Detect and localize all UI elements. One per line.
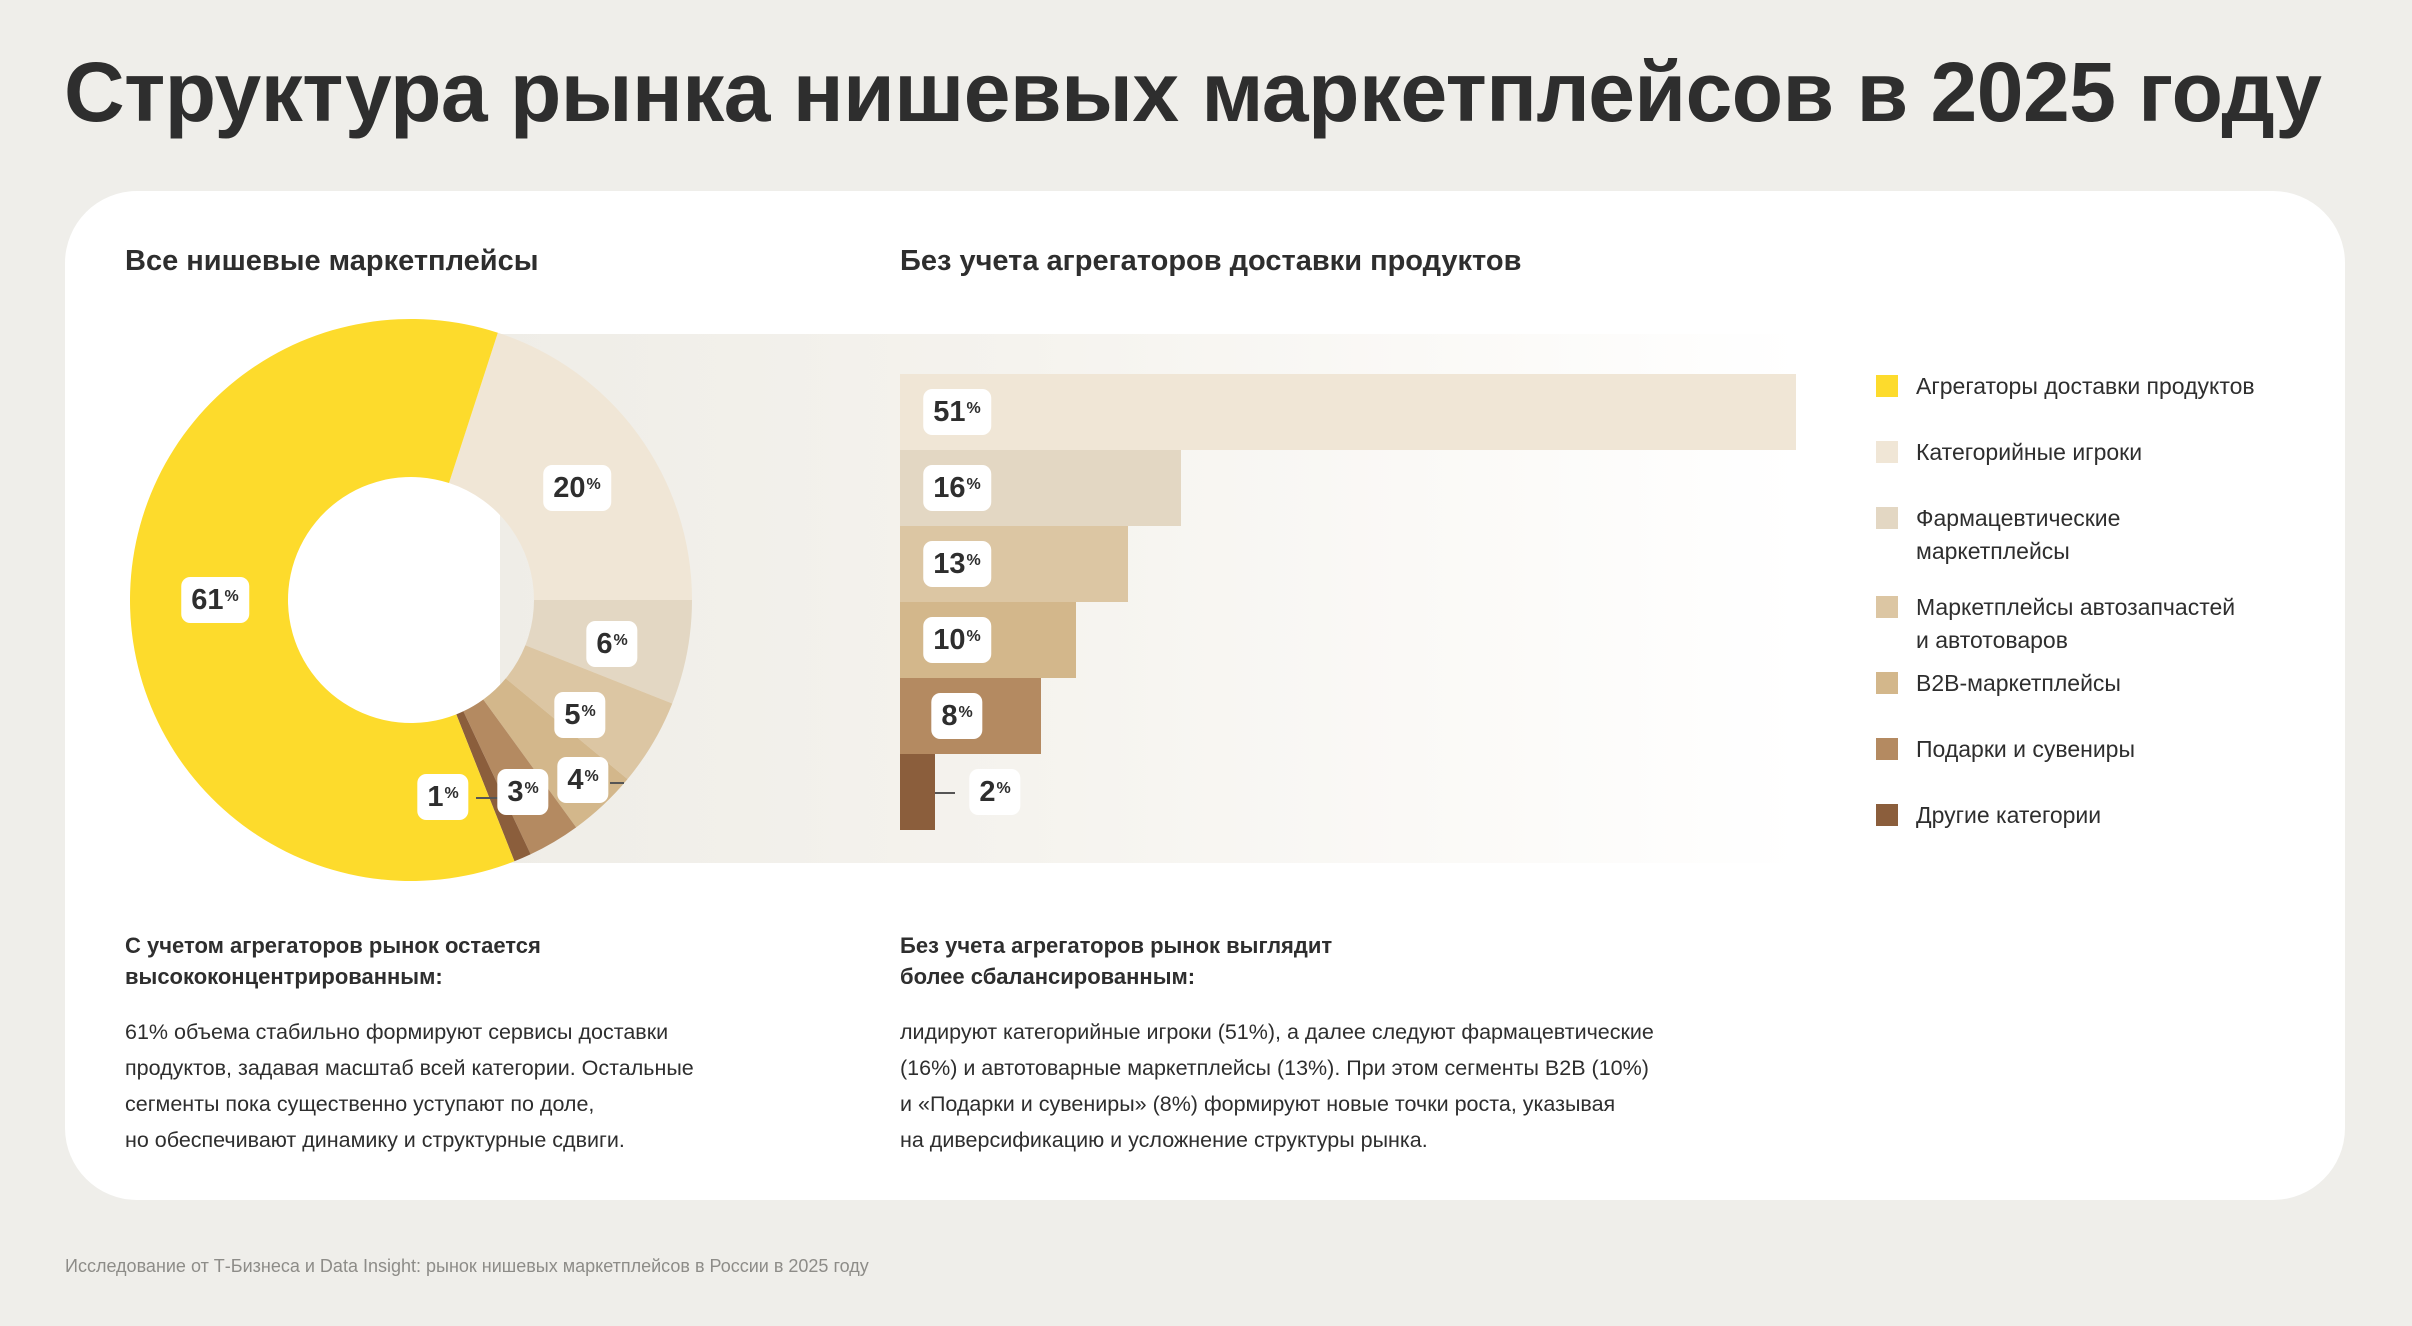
right-note-heading: Без учета агрегаторов рынок выглядит бол… — [900, 933, 1333, 989]
bar-data-label: 2% — [969, 769, 1021, 815]
leader-line — [476, 797, 500, 799]
leader-line — [610, 782, 624, 784]
legend-swatch — [1876, 507, 1898, 529]
data-label-unit: % — [966, 400, 981, 417]
donut-data-label: 3% — [497, 769, 549, 815]
legend-label: Другие категории — [1916, 802, 2102, 828]
data-label-value: 2 — [979, 775, 996, 808]
legend-label: Маркетплейсы автозапчастей и автотоваров — [1916, 594, 2236, 653]
data-label-unit: % — [224, 588, 239, 605]
data-label-value: 13 — [933, 547, 966, 580]
donut-subtitle: Все нишевые маркетплейсы — [125, 245, 539, 277]
legend-label: Фармацевтические маркетплейсы — [1916, 505, 2121, 564]
data-label-value: 3 — [507, 775, 524, 808]
donut-data-label: 6% — [586, 621, 638, 667]
data-label-value: 4 — [567, 763, 584, 796]
page-title: Структура рынка нишевых маркетплейсов в … — [64, 45, 2322, 139]
donut-data-label: 20% — [543, 465, 611, 511]
legend-label: Агрегаторы доставки продуктов — [1916, 373, 2255, 399]
legend-item: Маркетплейсы автозапчастей и автотоваров — [1876, 591, 2246, 657]
footer-source: Исследование от Т-Бизнеса и Data Insight… — [65, 1256, 869, 1276]
legend-swatch — [1876, 804, 1898, 826]
legend-item: Агрегаторы доставки продуктов — [1876, 370, 2255, 403]
bar — [900, 374, 1796, 450]
data-label-unit: % — [444, 785, 459, 802]
data-label-unit: % — [966, 628, 981, 645]
data-label-unit: % — [586, 476, 601, 493]
legend-item: B2B-маркетплейсы — [1876, 667, 2121, 700]
left-note-body: 61% объема стабильно формируют сервисы д… — [125, 1020, 694, 1152]
data-label-value: 61 — [191, 583, 224, 616]
data-label-unit: % — [966, 476, 981, 493]
donut-data-label: 61% — [181, 577, 249, 623]
legend-swatch — [1876, 672, 1898, 694]
bar-data-label: 51% — [923, 389, 991, 435]
data-label-value: 6 — [596, 627, 613, 660]
data-label-unit: % — [996, 780, 1011, 797]
leader-line — [935, 792, 955, 794]
left-note: С учетом агрегаторов рынок остается высо… — [125, 930, 925, 1158]
donut-data-label: 5% — [554, 692, 606, 738]
bar-data-label: 13% — [923, 541, 991, 587]
data-label-value: 5 — [564, 698, 581, 731]
legend-item: Другие категории — [1876, 799, 2101, 832]
donut-data-label: 4% — [557, 757, 609, 803]
bar-data-label: 10% — [923, 617, 991, 663]
legend-label: B2B-маркетплейсы — [1916, 670, 2121, 696]
legend-item: Фармацевтические маркетплейсы — [1876, 502, 2156, 568]
data-label-unit: % — [524, 780, 539, 797]
data-label-unit: % — [958, 704, 973, 721]
bar-data-label: 8% — [931, 693, 983, 739]
data-label-unit: % — [584, 768, 599, 785]
data-label-value: 20 — [553, 471, 586, 504]
data-label-unit: % — [613, 632, 628, 649]
data-label-value: 51 — [933, 395, 966, 428]
bar-data-label: 16% — [923, 465, 991, 511]
data-label-unit: % — [581, 703, 596, 720]
right-note: Без учета агрегаторов рынок выглядит бол… — [900, 930, 1800, 1158]
legend-label: Категорийные игроки — [1916, 439, 2143, 465]
donut-data-label: 1% — [417, 774, 469, 820]
data-label-value: 10 — [933, 623, 966, 656]
legend-swatch — [1876, 596, 1898, 618]
legend-swatch — [1876, 738, 1898, 760]
data-label-unit: % — [966, 552, 981, 569]
bar — [900, 754, 936, 830]
legend-swatch — [1876, 441, 1898, 463]
legend-swatch — [1876, 375, 1898, 397]
data-label-value: 16 — [933, 471, 966, 504]
data-label-value: 8 — [941, 699, 958, 732]
bar-subtitle: Без учета агрегаторов доставки продуктов — [900, 245, 1522, 277]
data-label-value: 1 — [427, 780, 444, 813]
legend-item: Категорийные игроки — [1876, 436, 2142, 469]
legend-label: Подарки и сувениры — [1916, 736, 2135, 762]
right-note-body: лидируют категорийные игроки (51%), а да… — [900, 1020, 1654, 1152]
legend-item: Подарки и сувениры — [1876, 733, 2135, 766]
left-note-heading: С учетом агрегаторов рынок остается высо… — [125, 933, 541, 989]
